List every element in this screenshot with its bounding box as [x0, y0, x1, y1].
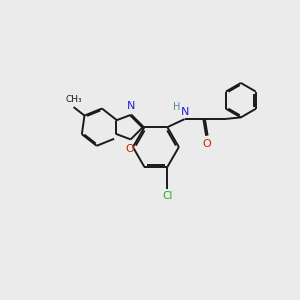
Text: H: H	[173, 102, 180, 112]
Text: N: N	[127, 100, 135, 110]
Text: Cl: Cl	[162, 191, 172, 201]
Text: O: O	[202, 139, 211, 148]
Text: N: N	[180, 107, 189, 117]
Text: CH₃: CH₃	[65, 94, 82, 103]
Text: O: O	[126, 144, 134, 154]
